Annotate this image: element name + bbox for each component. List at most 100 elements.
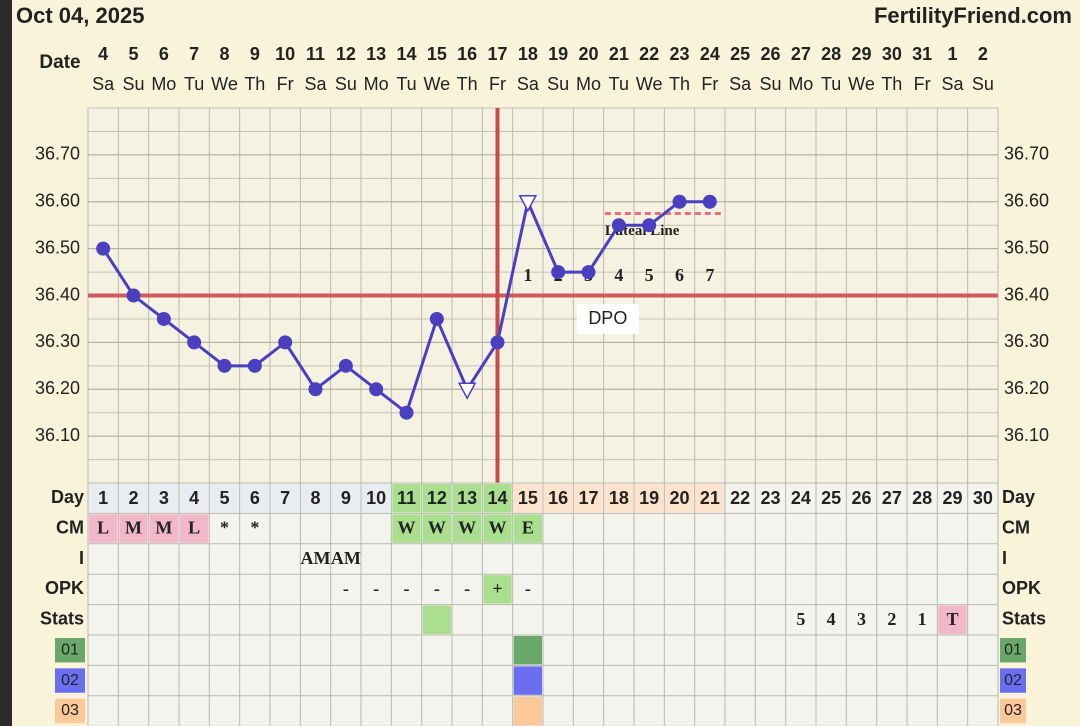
cell-text: 20 [669,488,689,508]
date-label: 6 [159,44,169,64]
custom-label-right: 01 [1004,641,1022,658]
date-label: 1 [947,44,957,64]
custom-cell [513,696,542,726]
cell-text: M [125,518,142,538]
date-label: 30 [882,44,902,64]
cell-text: 30 [973,488,993,508]
cell-text: L [97,518,109,538]
temperature-marker [611,218,626,233]
weekday-label: Th [244,74,265,94]
cell-highlight [422,514,451,543]
row-label-right: I [1002,548,1007,568]
y-tick-label-right: 36.20 [1004,378,1049,398]
custom-label: 02 [61,672,79,689]
cell-highlight [271,484,300,513]
custom-label: 03 [61,702,79,719]
custom-chip [55,638,85,663]
cell-text: 11 [397,488,416,508]
cell-highlight [392,514,421,543]
date-label: 22 [639,44,659,64]
weekday-label: Tu [609,74,629,94]
weekday-label: We [636,74,663,94]
cell-highlight [240,484,269,513]
cell-text: 24 [791,488,811,508]
custom-chip [55,698,85,724]
weekday-label: Mo [576,74,601,94]
cell-text: 4 [189,488,199,508]
custom-label: 01 [61,641,79,658]
weekday-label: Fr [701,74,718,94]
weekday-label: We [423,74,450,94]
weekday-label: Fr [277,74,294,94]
temperature-marker-open [457,382,477,400]
weekday-label: Mo [364,74,389,94]
date-label: 12 [336,44,356,64]
y-tick-label-right: 36.40 [1004,284,1049,304]
cell-highlight [513,484,542,513]
cell-text: 7 [280,488,290,508]
temperature-marker [429,311,444,326]
cell-highlight [149,514,178,543]
row-label: CM [56,517,84,537]
date-label: 24 [700,44,720,64]
temperature-marker [217,358,232,373]
weekday-label: Su [972,74,994,94]
temperature-marker [247,358,262,373]
dpo-number: 5 [645,265,654,285]
cell-highlight [574,484,603,513]
y-tick-label: 36.30 [35,331,80,351]
custom-chip-right [1000,638,1026,663]
cell-text: M [155,518,172,538]
cell-text: - [525,579,531,599]
x-axis-label: Date [39,52,80,73]
custom-chip [55,668,85,693]
row-label: Day [51,487,84,507]
cell-text: 13 [457,488,477,508]
date-label: 17 [487,44,507,64]
weekday-label: Fr [489,74,506,94]
dpo-label: DPO [588,308,627,328]
row-label: I [79,548,84,568]
temperature-marker [672,194,687,209]
cell-highlight [180,484,209,513]
y-tick-label: 36.10 [35,425,80,445]
cell-highlight [180,514,209,543]
weekday-label: Th [881,74,902,94]
date-label: 23 [669,44,689,64]
temperature-marker [399,405,414,420]
temperature-marker [278,335,293,350]
date-label: 21 [609,44,629,64]
temperature-marker [187,335,202,350]
weekday-label: Mo [788,74,813,94]
temperature-marker [156,311,171,326]
y-tick-label: 36.20 [35,378,80,398]
cell-highlight [483,484,512,513]
cell-highlight [483,514,512,543]
temperature-marker [308,382,323,397]
y-tick-label: 36.70 [35,144,80,164]
y-tick-label-right: 36.70 [1004,144,1049,164]
cell-text: - [434,579,440,599]
temperature-marker [581,265,596,280]
cell-text: * [220,518,229,538]
date-label: 31 [912,44,932,64]
cell-highlight [453,484,482,513]
temperature-marker [126,288,141,303]
date-label: 7 [189,44,199,64]
date-label: 11 [306,44,325,64]
custom-label-right: 03 [1004,702,1022,719]
weekday-label: Sa [92,74,115,94]
date-label: 27 [791,44,811,64]
cell-text: 5 [219,488,229,508]
dpo-number: 6 [675,265,684,285]
custom-chip-right [1000,668,1026,693]
weekday-label: Su [759,74,781,94]
cell-highlight [119,514,148,543]
cell-text: 4 [827,609,836,629]
cell-text: 3 [857,609,866,629]
cell-highlight [483,575,512,604]
custom-label-right: 02 [1004,672,1022,689]
cell-text: W [428,518,446,538]
weekday-label: Mo [151,74,176,94]
